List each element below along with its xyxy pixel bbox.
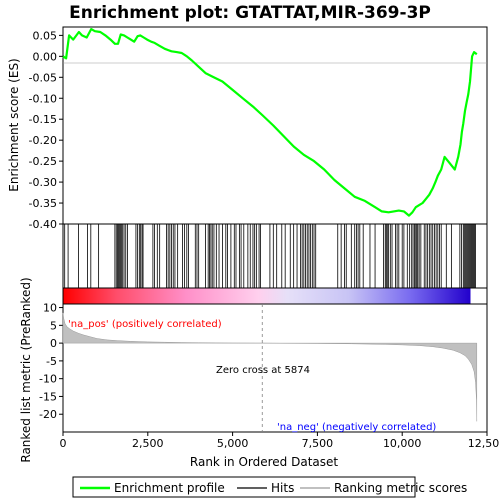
hits-panel (62, 223, 488, 289)
legend-enrichment-label: Enrichment profile (114, 481, 225, 495)
es-y-tick-label: -0.30 (29, 176, 57, 189)
legend-hits-label: Hits (271, 481, 294, 495)
es-y-ticks: 0.05 0.00 -0.05 -0.10 -0.15 -0.20 -0.25 -0.30 -0… (29, 29, 63, 231)
metric-panel: 10 5 0 -5 -10 -15 -20 'na_pos' (positively cor… (19, 277, 488, 463)
rank-color-bar (62, 287, 488, 305)
metric-y-tick-label: -10 (39, 373, 57, 386)
es-y-tick-label: -0.20 (29, 134, 57, 147)
ranking-metric-area (62, 312, 478, 422)
color-bar-gradient (63, 288, 471, 304)
es-y-tick-label: 0.05 (33, 29, 58, 42)
metric-y-tick-label: -15 (39, 390, 57, 403)
metric-y-tick-label: 5 (50, 319, 57, 332)
es-y-tick-label: 0.00 (33, 50, 58, 63)
x-axis-label: Rank in Ordered Dataset (190, 455, 338, 469)
es-y-axis-label: Enrichment score (ES) (7, 58, 21, 191)
x-tick-label: 2,500 (132, 437, 164, 450)
legend-ranking-label: Ranking metric scores (334, 481, 467, 495)
chart-title: Enrichment plot: GTATTAT,MIR-369-3P (69, 3, 431, 23)
x-tick-label: 7,500 (302, 437, 334, 450)
legend: Enrichment profile Hits Ranking metric s… (72, 476, 467, 498)
es-y-tick-label: -0.10 (29, 92, 57, 105)
es-y-tick-label: -0.05 (29, 71, 57, 84)
x-tick-label: 12,500 (468, 437, 500, 450)
metric-panel-frame (62, 303, 488, 433)
es-panel: 0.05 0.00 -0.05 -0.10 -0.15 -0.20 -0.25 -0.30 -0… (7, 26, 488, 231)
es-y-tick-label: -0.40 (29, 218, 57, 231)
metric-y-tick-label: 0 (50, 337, 57, 350)
x-tick-label: 5,000 (217, 437, 249, 450)
metric-y-axis-label: Ranked list metric (PreRanked) (19, 277, 33, 462)
es-y-tick-label: -0.35 (29, 197, 57, 210)
es-panel-frame (62, 26, 488, 225)
negative-correlation-label: 'na_neg' (negatively correlated) (277, 422, 436, 433)
legend-box (72, 476, 416, 498)
enrichment-profile-line (62, 28, 478, 217)
x-axis-ticks: 0 2,500 5,000 7,500 10,000 12,500 (60, 432, 500, 450)
metric-y-tick-label: -20 (39, 408, 57, 421)
metric-y-tick-label: 10 (43, 302, 57, 315)
x-tick-label: 10,000 (383, 437, 422, 450)
metric-y-ticks: 10 5 0 -5 -10 -15 -20 (39, 302, 63, 421)
es-y-tick-label: -0.15 (29, 113, 57, 126)
metric-y-tick-label: -5 (46, 355, 57, 368)
es-y-tick-label: -0.25 (29, 155, 57, 168)
x-tick-label: 0 (60, 437, 67, 450)
hits-panel-frame (62, 223, 488, 289)
zero-cross-label: Zero cross at 5874 (216, 365, 310, 376)
positive-correlation-label: 'na_pos' (positively correlated) (68, 319, 222, 330)
